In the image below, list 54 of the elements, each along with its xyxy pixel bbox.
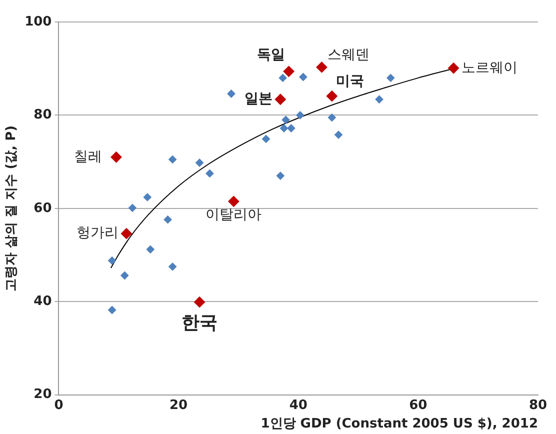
x-axis-title: 1인당 GDP (Constant 2005 US $), 2012 (260, 416, 538, 432)
point (334, 130, 343, 139)
point (262, 134, 270, 143)
point (128, 204, 136, 212)
point (280, 124, 288, 132)
point (168, 155, 177, 164)
point (299, 72, 308, 81)
point (448, 62, 460, 74)
point (278, 74, 287, 82)
y-tick-label: 80 (34, 108, 52, 123)
point (296, 111, 304, 120)
annotation: 이탈리아 (206, 207, 262, 224)
point (120, 272, 129, 280)
point (168, 262, 177, 271)
point (206, 169, 214, 178)
point (328, 114, 336, 122)
point (326, 90, 338, 102)
point (316, 62, 328, 73)
point (194, 296, 206, 308)
x-tick-label: 80 (528, 398, 548, 413)
y-tick-label: 100 (24, 14, 52, 30)
point (227, 90, 236, 98)
y-axis-title: 고령자 삶의 질 지수 (값, P) (4, 125, 20, 292)
point (196, 158, 204, 167)
y-tick-label: 40 (34, 294, 52, 309)
point (120, 228, 132, 240)
point (283, 66, 294, 77)
x-tick-label: 40 (289, 398, 308, 413)
point (108, 306, 116, 314)
x-tick-label: 20 (170, 398, 188, 413)
point (110, 152, 122, 163)
annotation: 칠레 (74, 148, 102, 165)
annotation: 일본 (244, 90, 272, 107)
annotation: 미국 (336, 74, 364, 90)
point (143, 193, 152, 202)
annotation: 스웨덴 (328, 46, 370, 63)
point (274, 94, 286, 105)
x-tick-label: 0 (54, 398, 64, 413)
x-tick-label: 60 (409, 398, 428, 413)
annotation: 노르웨이 (462, 60, 518, 76)
annotation: 헝가리 (76, 225, 118, 242)
annotation: 독일 (256, 47, 285, 64)
annotation: 한국 (182, 312, 218, 334)
point (375, 95, 384, 104)
point (146, 245, 154, 254)
point (228, 196, 240, 207)
point (108, 256, 116, 265)
point (287, 124, 296, 132)
y-tick-label: 20 (34, 387, 52, 402)
point (282, 116, 290, 124)
point (164, 216, 172, 224)
point (386, 74, 395, 82)
point (276, 172, 284, 180)
y-tick-label: 60 (34, 200, 52, 216)
